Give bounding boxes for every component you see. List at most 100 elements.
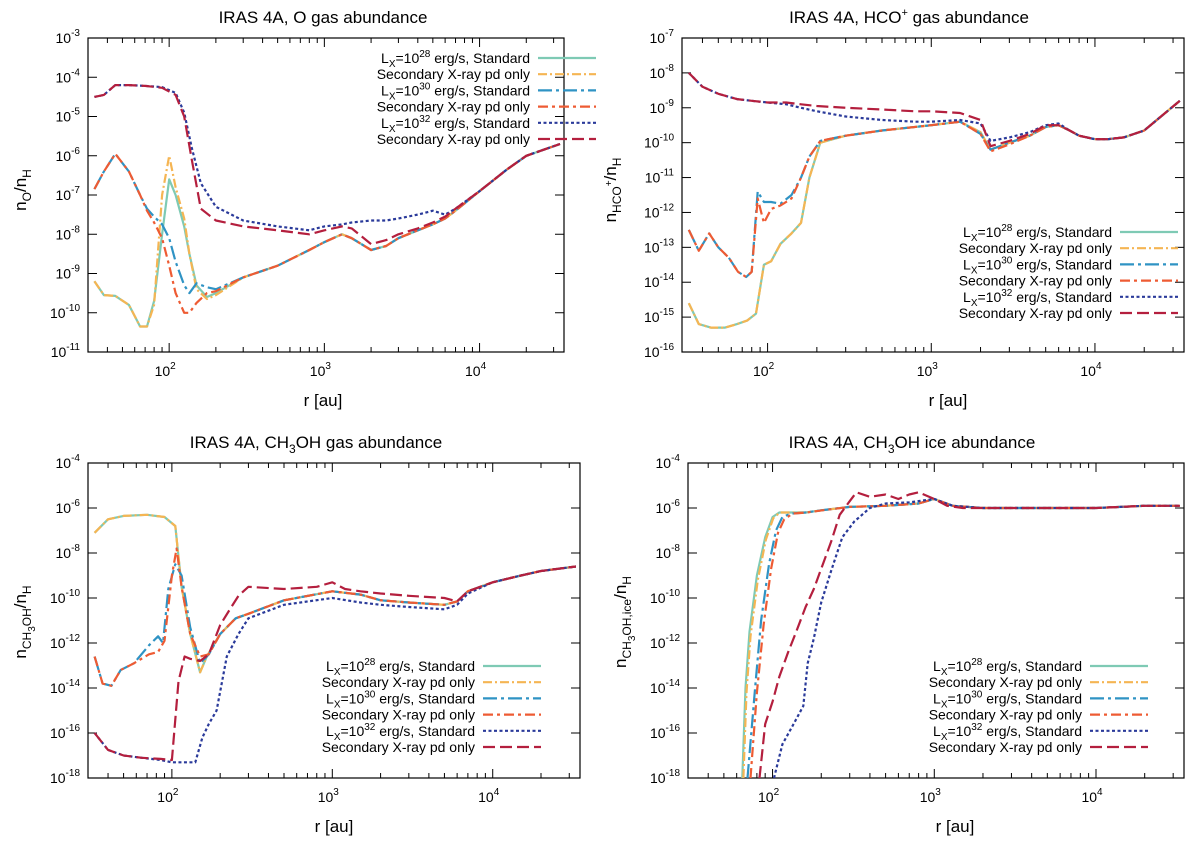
legend-label: Secondary X-ray pd only [929,739,1082,755]
legend-label: Secondary X-ray pd only [377,99,530,115]
panel-title: IRAS 4A, CH3OH ice abundance [789,433,1036,456]
legend-label: Secondary X-ray pd only [959,273,1112,289]
legend-label: LX=1032 erg/s, Standard [381,114,530,135]
legend-label: Secondary X-ray pd only [322,707,475,723]
y-tick-label: 10-11 [645,168,675,186]
y-axis-label: nO/nH [11,169,34,211]
panel-o-gas: IRAS 4A, O gas abundance r [au] nO/nH 10… [11,8,596,410]
y-tick-label: 10-13 [644,237,674,255]
legend: LX=1028 erg/s, Standard Secondary X-ray p… [929,657,1148,755]
y-tick-label: 10-16 [50,723,80,741]
y-tick-label: 10-3 [56,28,81,46]
x-tick-label: 104 [465,361,487,379]
x-tick-label: 102 [157,787,179,805]
y-tick-label: 10-9 [56,264,81,282]
series-line-1 [93,142,561,328]
x-tick-label: 104 [1081,787,1103,805]
plot-frame [687,462,1185,779]
y-tick-label: 10-15 [644,307,674,325]
legend-label: Secondary X-ray pd only [959,240,1112,256]
legend-label: LX=1030 erg/s, Standard [933,689,1082,710]
series-line-4 [772,497,1180,778]
panel-title: IRAS 4A, O gas abundance [219,8,428,27]
y-tick-label: 10-18 [650,768,680,786]
legend-label: Secondary X-ray pd only [322,739,475,755]
y-tick-label: 10-10 [50,588,80,606]
y-tick-label: 10-7 [650,28,675,46]
legend-label: LX=1032 erg/s, Standard [933,722,1082,743]
legend-label: Secondary X-ray pd only [322,674,475,690]
series-line-5 [688,72,1181,148]
legend-label: Secondary X-ray pd only [377,131,530,147]
y-tick-label: 10-9 [650,98,675,116]
y-tick-label: 10-6 [56,498,81,516]
series-line-3 [749,497,1180,778]
plot-frame [681,37,1185,353]
legend-label: LX=1032 erg/s, Standard [326,722,475,743]
x-tick-label: 103 [917,361,939,379]
x-tick-label: 103 [920,787,942,805]
y-tick-label: 10-11 [51,342,81,360]
y-tick-label: 10-10 [644,133,674,151]
y-tick-label: 10-18 [50,768,80,786]
legend-label: Secondary X-ray pd only [929,707,1082,723]
x-tick-label: 102 [753,361,775,379]
panel-hco-gas: IRAS 4A, HCO+ gas abundance r [au] nHCO+… [601,7,1185,410]
x-tick-label: 102 [758,787,780,805]
y-tick-label: 10-4 [56,453,81,471]
y-tick-label: 10-10 [50,303,80,321]
panel-title: IRAS 4A, HCO+ gas abundance [789,7,1029,27]
x-tick-label: 103 [318,787,340,805]
plot-frame [87,462,581,779]
y-axis-label: nCH3OH/nH [11,585,38,658]
y-tick-label: 10-14 [50,678,80,696]
y-tick-label: 10-4 [56,67,81,85]
y-tick-label: 10-12 [50,633,80,651]
y-tick-label: 10-7 [56,185,81,203]
legend-label: LX=1030 erg/s, Standard [381,81,530,102]
y-tick-label: 10-12 [650,633,680,651]
y-tick-label: 10-8 [56,224,81,242]
y-tick-label: 10-8 [656,543,681,561]
y-axis-label: nCH3OH,ice/nH [611,576,638,668]
series-line-0 [93,513,577,674]
y-tick-label: 10-14 [650,678,680,696]
series-line-0 [93,142,561,328]
y-tick-label: 10-6 [656,498,681,516]
panel-title: IRAS 4A, CH3OH gas abundance [190,433,442,456]
x-axis-label: r [au] [936,817,975,836]
series-line-4 [688,72,1181,142]
x-tick-label: 102 [155,361,177,379]
x-tick-label: 104 [1080,361,1102,379]
series-line-1 [93,513,577,674]
y-tick-label: 10-8 [650,63,675,81]
y-tick-label: 10-14 [644,272,674,290]
series-line-4 [93,565,577,764]
x-axis-label: r [au] [929,391,968,410]
x-tick-label: 104 [478,787,500,805]
legend-label: LX=1032 erg/s, Standard [963,288,1112,309]
y-tick-label: 10-5 [56,107,81,125]
y-tick-label: 10-4 [656,453,681,471]
x-tick-label: 103 [310,361,332,379]
legend-label: LX=1028 erg/s, Standard [326,657,475,678]
y-axis-label: nHCO+/nH [601,158,624,223]
legend-label: LX=1030 erg/s, Standard [326,689,475,710]
series-line-5 [94,83,561,246]
series-line-5 [758,491,1180,778]
legend-label: Secondary X-ray pd only [377,66,530,82]
legend-label: LX=1030 erg/s, Standard [963,255,1112,276]
legend-label: LX=1028 erg/s, Standard [963,223,1112,244]
legend-label: LX=1028 erg/s, Standard [933,657,1082,678]
legend-label: LX=1028 erg/s, Standard [381,49,530,70]
legend-label: Secondary X-ray pd only [959,305,1112,321]
panel-ch3oh-gas: IRAS 4A, CH3OH gas abundance r [au] nCH3… [11,433,581,836]
y-tick-label: 10-16 [650,723,680,741]
series-line-5 [93,565,577,762]
series-line-3 [93,142,561,314]
y-tick-label: 10-16 [644,342,674,360]
